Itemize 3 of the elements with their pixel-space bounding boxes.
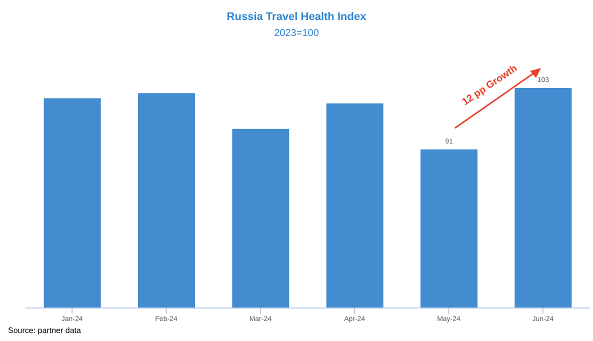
chart-subtitle: 2023=100 [273, 28, 320, 39]
chart-title: Russia Travel Health Index [226, 11, 368, 23]
source-note: Source: partner data [8, 326, 81, 335]
